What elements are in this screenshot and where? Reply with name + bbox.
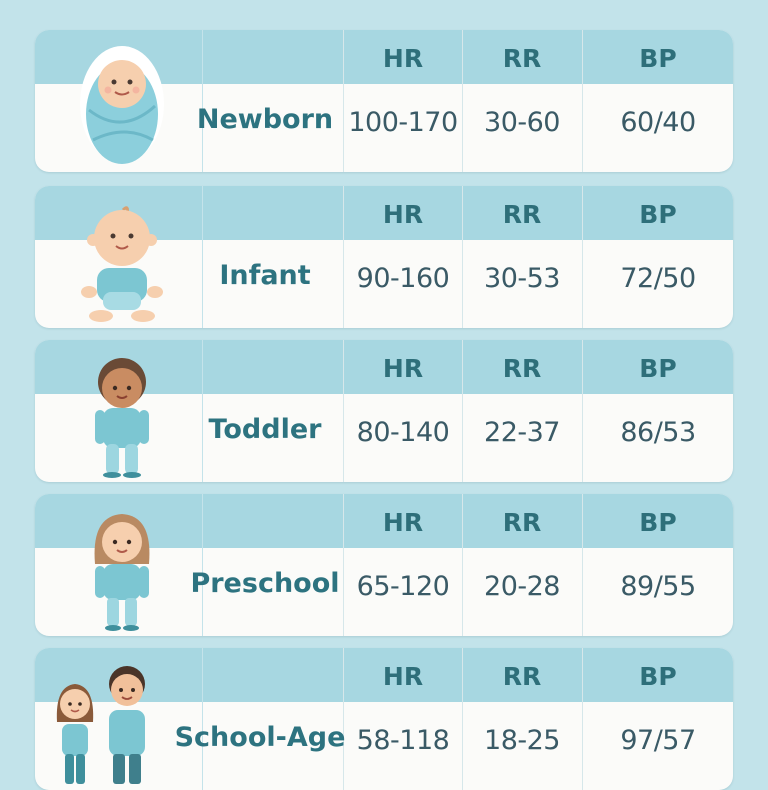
divider	[343, 648, 344, 790]
bp-header: BP	[639, 662, 677, 691]
rr-value: 22-37	[484, 417, 560, 448]
divider	[343, 340, 344, 482]
divider	[343, 494, 344, 636]
divider	[462, 186, 463, 328]
toddler-icon	[95, 358, 149, 478]
rr-header: RR	[502, 508, 542, 537]
bp-header: BP	[639, 354, 677, 383]
hr-header: HR	[382, 662, 424, 691]
preschool-child-icon	[94, 514, 150, 631]
rr-value: 20-28	[484, 571, 560, 602]
divider	[582, 494, 583, 636]
divider	[202, 648, 203, 790]
divider	[582, 186, 583, 328]
bp-value: 60/40	[620, 107, 696, 138]
age-label: Infant	[219, 260, 311, 291]
divider	[202, 494, 203, 636]
vitals-card-newborn: HR RR BP Newborn 100-170 30-60 60/40	[35, 30, 733, 172]
age-label: Preschool	[190, 568, 340, 599]
hr-value: 90-160	[356, 263, 450, 294]
vitals-card-preschool: HR RR BP Preschool 65-120 20-28 89/55	[35, 494, 733, 636]
vitals-card-school-age: HR RR BP School-Age 58-118 18-25 97/57	[35, 648, 733, 790]
age-label: Newborn	[196, 104, 334, 135]
bp-value: 97/57	[620, 725, 696, 756]
card-header	[35, 648, 733, 702]
hr-header: HR	[382, 354, 424, 383]
divider	[202, 186, 203, 328]
bp-value: 86/53	[620, 417, 696, 448]
rr-value: 18-25	[484, 725, 560, 756]
card-header	[35, 340, 733, 394]
hr-value: 58-118	[356, 725, 450, 756]
rr-value: 30-53	[484, 263, 560, 294]
vitals-card-infant: HR RR BP Infant 90-160 30-53 72/50	[35, 186, 733, 328]
rr-header: RR	[502, 200, 542, 229]
rr-header: RR	[502, 354, 542, 383]
bp-header: BP	[639, 44, 677, 73]
bp-header: BP	[639, 508, 677, 537]
divider	[582, 340, 583, 482]
bp-value: 72/50	[620, 263, 696, 294]
card-header	[35, 494, 733, 548]
divider	[582, 30, 583, 172]
school-age-children-icon	[56, 666, 145, 784]
divider	[582, 648, 583, 790]
swaddled-baby-icon	[80, 46, 164, 164]
divider	[462, 494, 463, 636]
hr-header: HR	[382, 508, 424, 537]
age-label: School-Age	[174, 722, 346, 753]
rr-value: 30-60	[484, 107, 560, 138]
vitals-card-toddler: HR RR BP Toddler 80-140 22-37 86/53	[35, 340, 733, 482]
hr-value: 100-170	[348, 107, 458, 138]
bp-value: 89/55	[620, 571, 696, 602]
infant-icon	[81, 206, 163, 322]
divider	[343, 30, 344, 172]
hr-header: HR	[382, 200, 424, 229]
age-label: Toddler	[208, 414, 322, 445]
divider	[343, 186, 344, 328]
rr-header: RR	[502, 662, 542, 691]
divider	[462, 30, 463, 172]
bp-header: BP	[639, 200, 677, 229]
divider	[202, 30, 203, 172]
divider	[462, 648, 463, 790]
hr-value: 80-140	[356, 417, 450, 448]
divider	[462, 340, 463, 482]
rr-header: RR	[502, 44, 542, 73]
hr-value: 65-120	[356, 571, 450, 602]
card-header	[35, 186, 733, 240]
hr-header: HR	[382, 44, 424, 73]
divider	[202, 340, 203, 482]
